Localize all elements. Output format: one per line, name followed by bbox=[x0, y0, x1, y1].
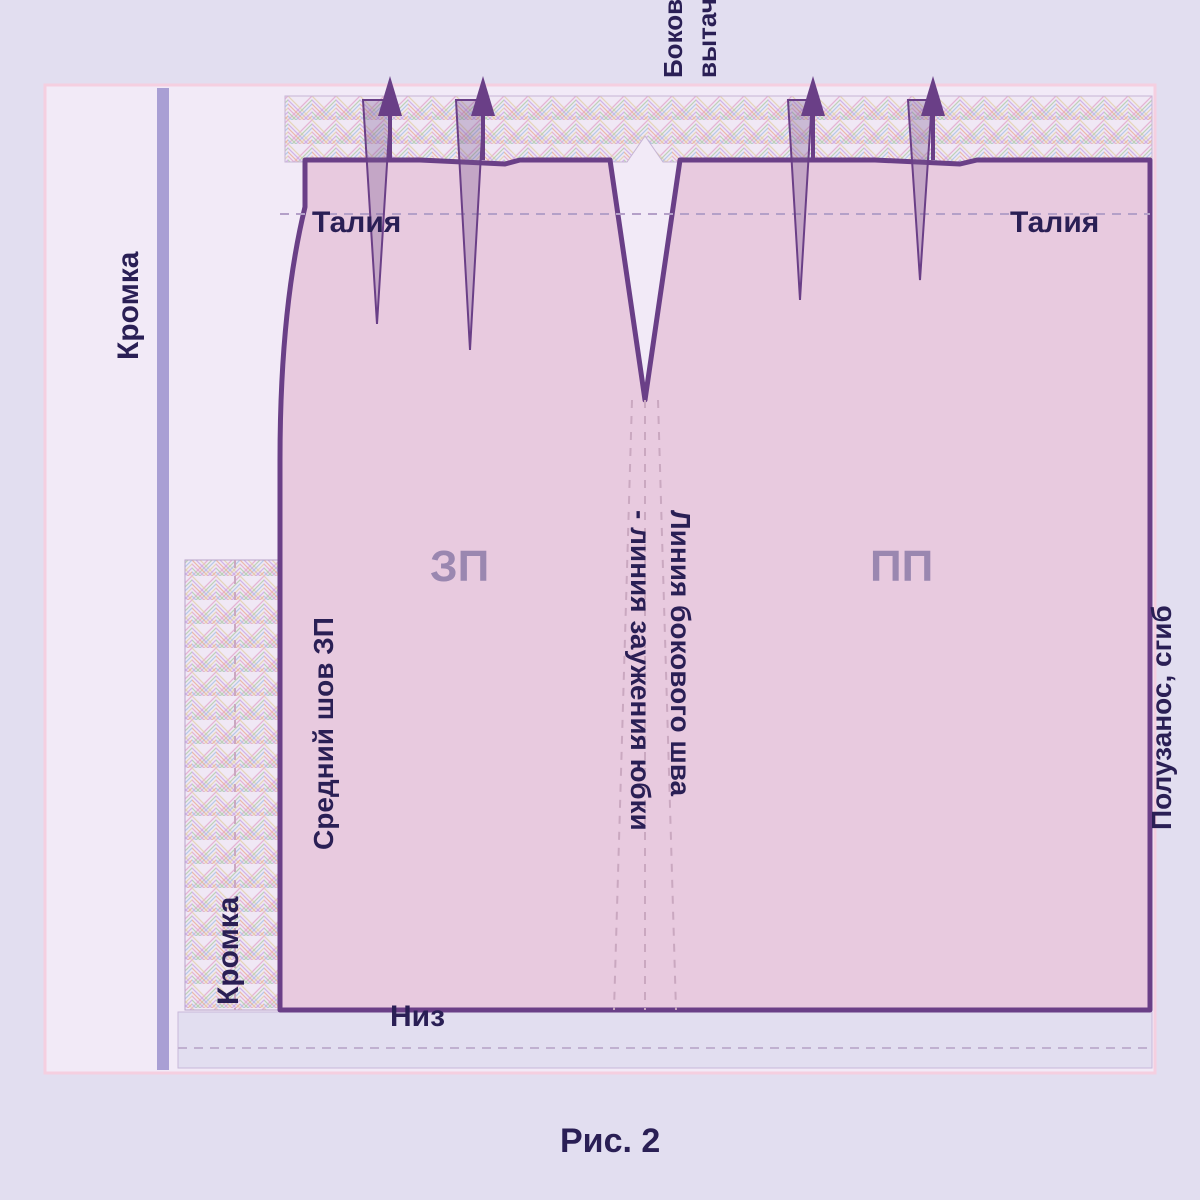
label-taliya-right: Талия bbox=[1010, 206, 1099, 240]
label-niz: Низ bbox=[390, 1000, 445, 1034]
label-pp: ПП bbox=[870, 542, 933, 592]
label-side-line: Линия бокового шва bbox=[664, 510, 696, 796]
label-kromka-top: Кромка bbox=[112, 252, 146, 360]
label-poluzanos: Полузанос, сгиб bbox=[1146, 605, 1178, 830]
label-taper-line: - линия заужения юбки bbox=[624, 510, 656, 831]
label-zp: ЗП bbox=[430, 542, 489, 592]
label-side-dart-1: Боковая bbox=[658, 0, 689, 78]
label-kromka-bottom: Кромка bbox=[212, 897, 246, 1005]
label-taliya-left: Талия bbox=[312, 206, 401, 240]
label-caption: Рис. 2 bbox=[560, 1122, 660, 1161]
pattern-svg bbox=[0, 0, 1200, 1200]
label-cb-seam: Средний шов ЗП bbox=[308, 617, 340, 850]
label-side-dart-2: вытачка bbox=[692, 0, 723, 78]
diagram-page: Кромка Кромка Средний шов ЗП Полузанос, … bbox=[0, 0, 1200, 1200]
